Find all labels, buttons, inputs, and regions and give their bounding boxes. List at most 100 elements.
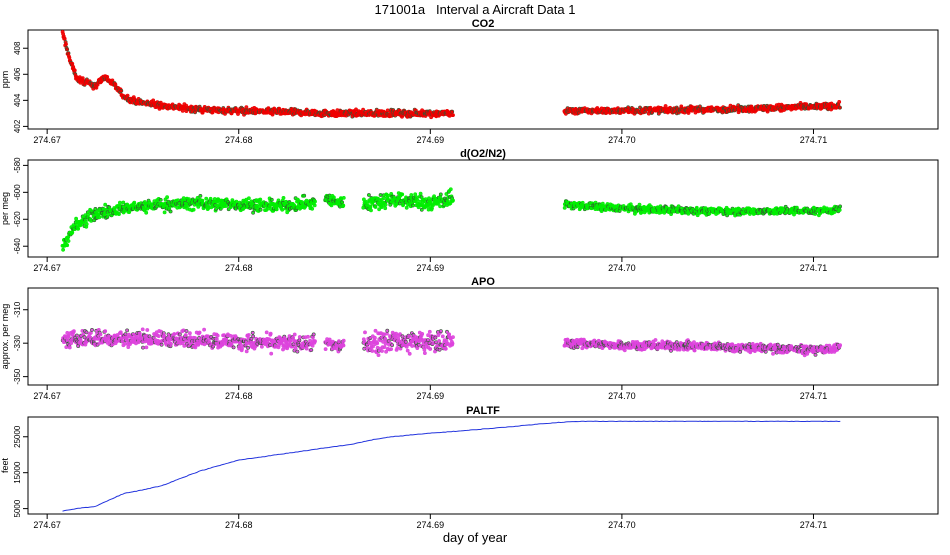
data-point-do2n2 xyxy=(383,202,388,207)
data-marks-co2 xyxy=(60,30,842,120)
data-point-apo xyxy=(653,338,658,342)
data-point-do2n2 xyxy=(438,192,443,197)
data-point-co2 xyxy=(663,104,668,108)
data-point-apo xyxy=(269,351,274,356)
data-point-apo xyxy=(804,344,809,349)
data-point-co2 xyxy=(244,105,249,110)
data-point-co2 xyxy=(151,98,156,103)
data-point-co2 xyxy=(113,82,118,87)
data-point-do2n2 xyxy=(340,200,345,205)
data-point-do2n2 xyxy=(562,205,567,210)
x-tick-label-apo: 274.70 xyxy=(608,391,636,401)
data-point-do2n2 xyxy=(281,195,286,200)
data-point-apo xyxy=(428,347,433,351)
y-tick-label-do2n2: -600 xyxy=(13,184,22,201)
data-point-apo xyxy=(420,331,425,336)
panel-title-apo: APO xyxy=(471,276,495,288)
data-point-co2 xyxy=(361,107,366,112)
data-point-apo xyxy=(323,347,328,352)
y-tick-label-do2n2: -580 xyxy=(13,157,22,174)
data-point-do2n2 xyxy=(404,205,409,210)
data-point-do2n2 xyxy=(369,208,373,213)
x-tick-label-paltf: 274.71 xyxy=(800,520,828,530)
data-point-apo xyxy=(177,332,182,337)
data-point-co2 xyxy=(698,104,702,109)
data-point-apo xyxy=(425,338,430,343)
data-point-apo xyxy=(373,328,378,333)
data-point-apo xyxy=(775,342,780,347)
data-marks-do2n2 xyxy=(60,187,843,252)
data-point-apo xyxy=(66,333,71,338)
data-point-do2n2 xyxy=(66,239,71,243)
data-point-do2n2 xyxy=(121,200,126,205)
data-point-do2n2 xyxy=(117,212,121,217)
y-tick-label-apo: -350 xyxy=(13,368,22,385)
data-point-apo xyxy=(169,341,173,346)
data-point-apo xyxy=(362,346,367,351)
data-point-do2n2 xyxy=(377,207,382,212)
data-point-apo xyxy=(123,332,128,337)
data-point-apo xyxy=(67,345,72,350)
data-point-do2n2 xyxy=(191,207,196,212)
data-point-apo xyxy=(394,331,399,336)
data-point-co2 xyxy=(838,105,842,110)
data-point-apo xyxy=(183,333,188,337)
data-point-apo xyxy=(84,330,89,335)
x-tick-label-paltf: 274.67 xyxy=(33,520,61,530)
data-point-apo xyxy=(144,345,149,350)
data-point-apo xyxy=(69,341,74,346)
data-point-co2 xyxy=(451,113,455,118)
data-point-do2n2 xyxy=(445,199,450,203)
data-point-co2 xyxy=(66,51,71,56)
data-point-apo xyxy=(228,333,233,338)
data-point-do2n2 xyxy=(438,204,443,209)
data-point-apo xyxy=(297,335,302,339)
data-point-do2n2 xyxy=(196,204,201,209)
data-point-do2n2 xyxy=(331,195,336,200)
x-tick-label-paltf: 274.68 xyxy=(225,520,253,530)
data-point-do2n2 xyxy=(409,193,414,197)
data-point-do2n2 xyxy=(118,200,122,205)
data-point-do2n2 xyxy=(274,207,279,212)
data-point-do2n2 xyxy=(313,199,317,204)
data-point-do2n2 xyxy=(418,191,423,196)
data-point-do2n2 xyxy=(413,192,418,197)
data-point-do2n2 xyxy=(280,207,285,212)
data-point-do2n2 xyxy=(341,195,346,200)
data-point-apo xyxy=(763,349,768,354)
data-point-do2n2 xyxy=(158,197,163,202)
data-point-apo xyxy=(295,349,300,354)
data-point-apo xyxy=(250,330,255,335)
x-tick-label-do2n2: 274.69 xyxy=(417,263,445,273)
data-point-apo xyxy=(78,338,83,343)
data-point-apo xyxy=(259,344,264,349)
panel-title-do2n2: d(O2/N2) xyxy=(460,148,506,160)
data-point-do2n2 xyxy=(200,198,205,203)
data-point-apo xyxy=(395,346,400,350)
data-point-apo xyxy=(382,345,387,350)
data-point-do2n2 xyxy=(70,230,75,235)
data-point-do2n2 xyxy=(373,205,378,209)
data-point-apo xyxy=(404,344,409,349)
data-point-apo xyxy=(202,327,207,332)
y-tick-label-do2n2: -620 xyxy=(13,211,22,228)
data-point-apo xyxy=(747,342,752,346)
data-point-co2 xyxy=(125,93,130,98)
page-title: 171001a Interval a Aircraft Data 1 xyxy=(374,2,576,17)
y-tick-label-apo: -330 xyxy=(13,335,22,352)
data-point-apo xyxy=(371,344,375,349)
plot-frame-apo xyxy=(27,287,939,386)
data-point-apo xyxy=(126,345,131,350)
data-point-apo xyxy=(753,349,757,354)
panel-title-paltf: PALTF xyxy=(466,405,500,417)
data-point-co2 xyxy=(105,75,110,79)
data-point-do2n2 xyxy=(838,204,843,209)
data-point-apo xyxy=(246,333,251,337)
data-point-apo xyxy=(450,341,455,346)
data-point-apo xyxy=(72,329,76,334)
x-tick-label-apo: 274.69 xyxy=(417,391,445,401)
data-point-do2n2 xyxy=(415,197,420,202)
data-point-apo xyxy=(64,345,69,350)
